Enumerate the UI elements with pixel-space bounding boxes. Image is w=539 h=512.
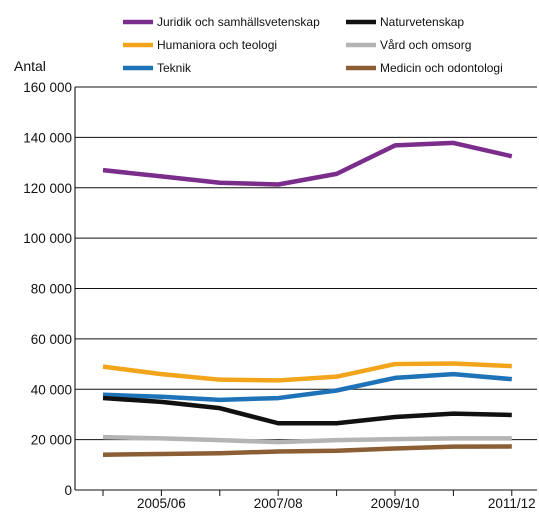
y-tick-label: 60 000: [31, 332, 72, 347]
y-axis-ticks: 0 20 000 40 000 60 000 80 000 100 000 120 000 1…: [23, 80, 72, 498]
series-line-teknik: [102, 371, 512, 403]
y-tick-label: 100 000: [23, 231, 72, 246]
series-line-vard-och-omsorg: [102, 434, 512, 445]
x-tick-label: 2007/08: [254, 496, 303, 511]
series-line-juridik-och-samhallsvetenskap: [102, 140, 513, 187]
legend-item-medicin-och-odontologi: Medicin och odontologi: [346, 61, 503, 75]
x-tick-label: 2011/12: [488, 496, 536, 511]
legend-label: Vård och omsorg: [380, 38, 471, 52]
legend-label: Humaniora och teologi: [157, 38, 277, 52]
x-tick-label: 2005/06: [137, 496, 186, 511]
y-tick-label: 80 000: [31, 282, 72, 297]
gridlines: [75, 86, 537, 441]
legend-item-vard-och-omsorg: Vård och omsorg: [346, 38, 471, 52]
series-line-humaniora-och-teologi: [102, 361, 512, 383]
legend-item-teknik: Teknik: [123, 61, 192, 75]
series-line-naturvetenskap: [102, 395, 512, 426]
y-axis-label: Antal: [14, 58, 46, 74]
legend: Juridik och samhällsvetenskap Humaniora o…: [123, 15, 503, 75]
y-tick-label: 140 000: [23, 130, 72, 145]
y-tick-label: 20 000: [31, 433, 72, 448]
legend-item-naturvetenskap: Naturvetenskap: [346, 15, 464, 29]
y-tick-label: 40 000: [31, 382, 72, 397]
series-line-medicin-och-odontologi: [102, 444, 512, 457]
x-tick-label: 2009/10: [371, 496, 420, 511]
legend-item-humaniora-och-teologi: Humaniora och teologi: [123, 38, 277, 52]
y-tick-label: 160 000: [23, 80, 72, 95]
x-axis: 2005/06 2007/08 2009/10 2011/12: [74, 87, 537, 511]
y-tick-label: 120 000: [23, 181, 72, 196]
legend-label: Teknik: [157, 61, 192, 75]
series-lines: [102, 140, 513, 457]
y-tick-label: 0: [64, 483, 72, 498]
legend-item-juridik-och-samhallsvetenskap: Juridik och samhällsvetenskap: [123, 15, 320, 29]
legend-label: Naturvetenskap: [380, 15, 464, 29]
legend-label: Medicin och odontologi: [380, 61, 503, 75]
legend-label: Juridik och samhällsvetenskap: [157, 15, 320, 29]
